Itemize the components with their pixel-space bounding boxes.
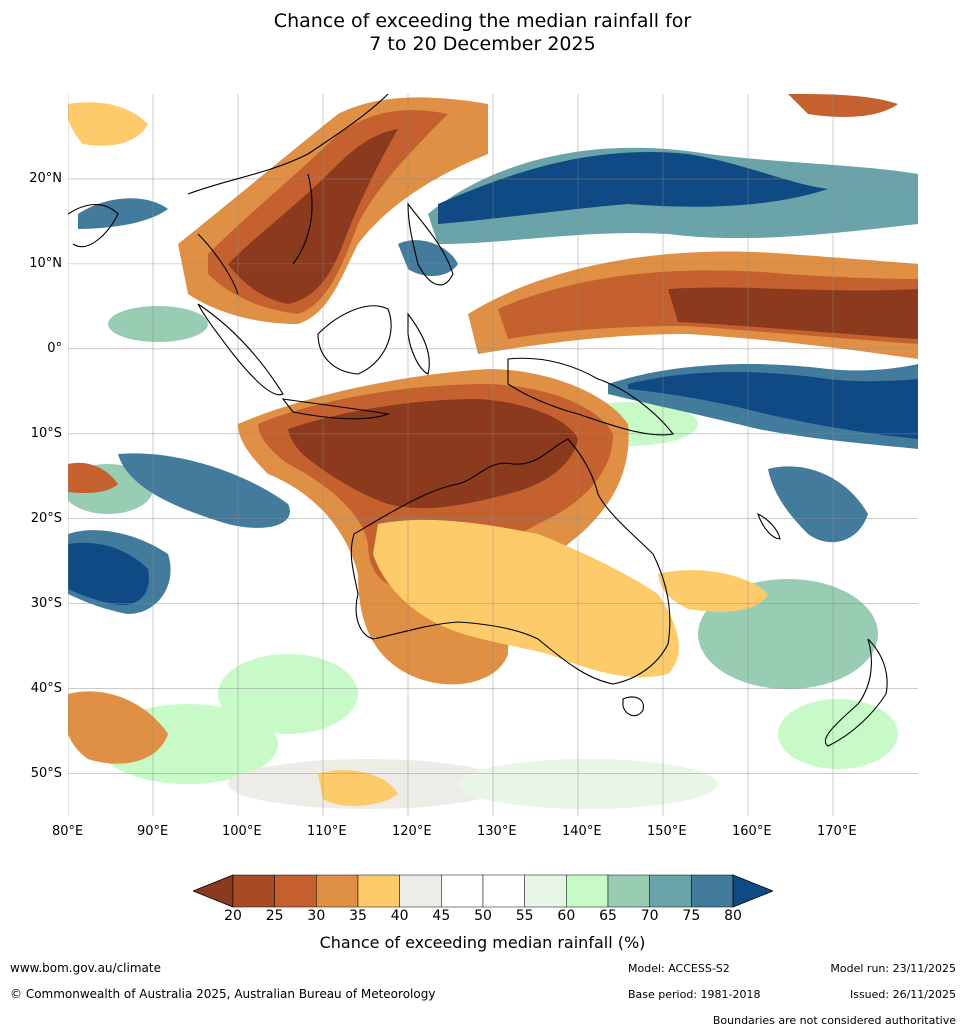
latitude-tick-label: 20°N bbox=[29, 170, 62, 186]
disclaimer-text: Boundaries are not considered authoritat… bbox=[712, 1014, 956, 1027]
longitude-tick-label: 130°E bbox=[477, 824, 517, 839]
latitude-tick-label: 30°S bbox=[30, 595, 62, 611]
colorbar-tick-label: 80 bbox=[724, 908, 742, 924]
southeast-asia-coastline bbox=[187, 94, 389, 295]
dry-probability-regions bbox=[68, 94, 918, 806]
region-blob bbox=[768, 466, 868, 543]
sumatra-coastline bbox=[197, 303, 284, 396]
region-blob bbox=[373, 519, 679, 678]
region-blob bbox=[318, 770, 398, 806]
colorbar-band bbox=[399, 874, 442, 908]
region-blob bbox=[68, 542, 149, 605]
colorbar-band bbox=[441, 874, 484, 908]
sulawesi-coastline bbox=[407, 312, 430, 375]
region-blob bbox=[458, 759, 718, 809]
wet-probability-regions bbox=[68, 147, 918, 614]
colorbar-band bbox=[274, 874, 317, 908]
colorbar-title: Chance of exceeding median rainfall (%) bbox=[319, 933, 646, 952]
latitude-tick-label: 0° bbox=[47, 340, 62, 356]
rainfall-map bbox=[68, 94, 918, 816]
australia-coastline bbox=[350, 438, 671, 685]
colorbar-band bbox=[691, 874, 734, 908]
latitude-tick-label: 50°S bbox=[30, 765, 62, 781]
colorbar-tick-label: 35 bbox=[349, 908, 367, 924]
base-period-text: Base period: 1981-2018 bbox=[628, 988, 761, 1001]
colorbar-tick-label: 75 bbox=[682, 908, 701, 924]
longitude-tick-label: 100°E bbox=[222, 824, 262, 839]
longitude-tick-label: 90°E bbox=[137, 824, 169, 839]
issued-text: Issued: 26/11/2025 bbox=[849, 988, 956, 1001]
new-zealand-coastline bbox=[824, 638, 888, 747]
new-guinea-coastline bbox=[507, 357, 674, 436]
colorbar bbox=[193, 874, 773, 908]
tasmania-coastline bbox=[622, 696, 644, 717]
latitude-tick-label: 10°N bbox=[29, 255, 62, 271]
colorbar-tick-label: 70 bbox=[640, 908, 659, 924]
colorbar-tick-label: 20 bbox=[224, 908, 242, 924]
copyright-text: © Commonwealth of Australia 2025, Austra… bbox=[10, 987, 436, 1001]
longitude-tick-label: 150°E bbox=[647, 824, 687, 839]
region-blob bbox=[628, 372, 918, 439]
longitude-tick-label: 110°E bbox=[307, 824, 347, 839]
longitude-tick-label: 140°E bbox=[562, 824, 602, 839]
colorbar-tick-label: 40 bbox=[390, 908, 409, 924]
region-blob bbox=[68, 691, 168, 764]
borneo-coastline bbox=[317, 305, 392, 375]
model-run-text: Model run: 23/11/2025 bbox=[830, 962, 956, 975]
region-blob bbox=[788, 94, 898, 117]
colorbar-high-extend bbox=[732, 874, 773, 908]
philippines-coastline bbox=[407, 202, 454, 286]
region-blob bbox=[68, 102, 148, 146]
latitude-tick-label: 40°S bbox=[30, 680, 62, 696]
region-blob bbox=[658, 570, 768, 612]
region-blob bbox=[668, 287, 918, 339]
website-text: www.bom.gov.au/climate bbox=[10, 961, 161, 975]
colorbar-bands bbox=[232, 874, 734, 908]
region-blob bbox=[78, 198, 168, 229]
india-coastline bbox=[68, 204, 119, 248]
new-caledonia-coastline bbox=[757, 512, 781, 540]
region-blob bbox=[68, 462, 118, 494]
region-blob bbox=[778, 699, 898, 769]
colorbar-low-extend bbox=[193, 874, 234, 908]
colorbar-band bbox=[357, 874, 400, 908]
longitude-tick-label: 160°E bbox=[732, 824, 772, 839]
colorbar-band bbox=[524, 874, 567, 908]
model-text: Model: ACCESS-S2 bbox=[628, 962, 730, 975]
latitude-tick-label: 10°S bbox=[30, 425, 62, 441]
region-blob bbox=[288, 399, 578, 509]
region-blob bbox=[398, 240, 458, 276]
longitude-tick-label: 80°E bbox=[52, 824, 84, 839]
colorbar-band bbox=[607, 874, 650, 908]
latitude-tick-label: 20°S bbox=[30, 510, 62, 526]
longitude-tick-label: 170°E bbox=[817, 824, 857, 839]
colorbar-tick-label: 60 bbox=[557, 908, 576, 924]
region-blob bbox=[108, 306, 208, 342]
colorbar-tick-label: 25 bbox=[265, 908, 284, 924]
colorbar-band bbox=[482, 874, 525, 908]
region-blob bbox=[438, 152, 828, 224]
region-blob bbox=[118, 453, 290, 528]
colorbar-tick-label: 65 bbox=[599, 908, 617, 924]
map-title: Chance of exceeding the median rainfall … bbox=[0, 10, 965, 56]
colorbar-band bbox=[649, 874, 692, 908]
colorbar-tick-label: 45 bbox=[432, 908, 451, 924]
colorbar-band bbox=[232, 874, 275, 908]
colorbar-tick-label: 50 bbox=[474, 908, 492, 924]
rainfall-map-svg bbox=[68, 94, 918, 816]
region-blob bbox=[228, 129, 398, 304]
title-line-1: Chance of exceeding the median rainfall … bbox=[273, 10, 692, 32]
title-line-2: 7 to 20 December 2025 bbox=[369, 33, 596, 55]
region-blob bbox=[218, 654, 358, 734]
colorbar-tick-label: 30 bbox=[307, 908, 326, 924]
colorbar-tick-label: 55 bbox=[515, 908, 534, 924]
java-coastline bbox=[281, 398, 391, 420]
map-graticule bbox=[68, 94, 918, 816]
colorbar-band bbox=[316, 874, 359, 908]
colorbar-band bbox=[566, 874, 609, 908]
longitude-tick-label: 120°E bbox=[392, 824, 432, 839]
coastlines bbox=[68, 94, 888, 747]
